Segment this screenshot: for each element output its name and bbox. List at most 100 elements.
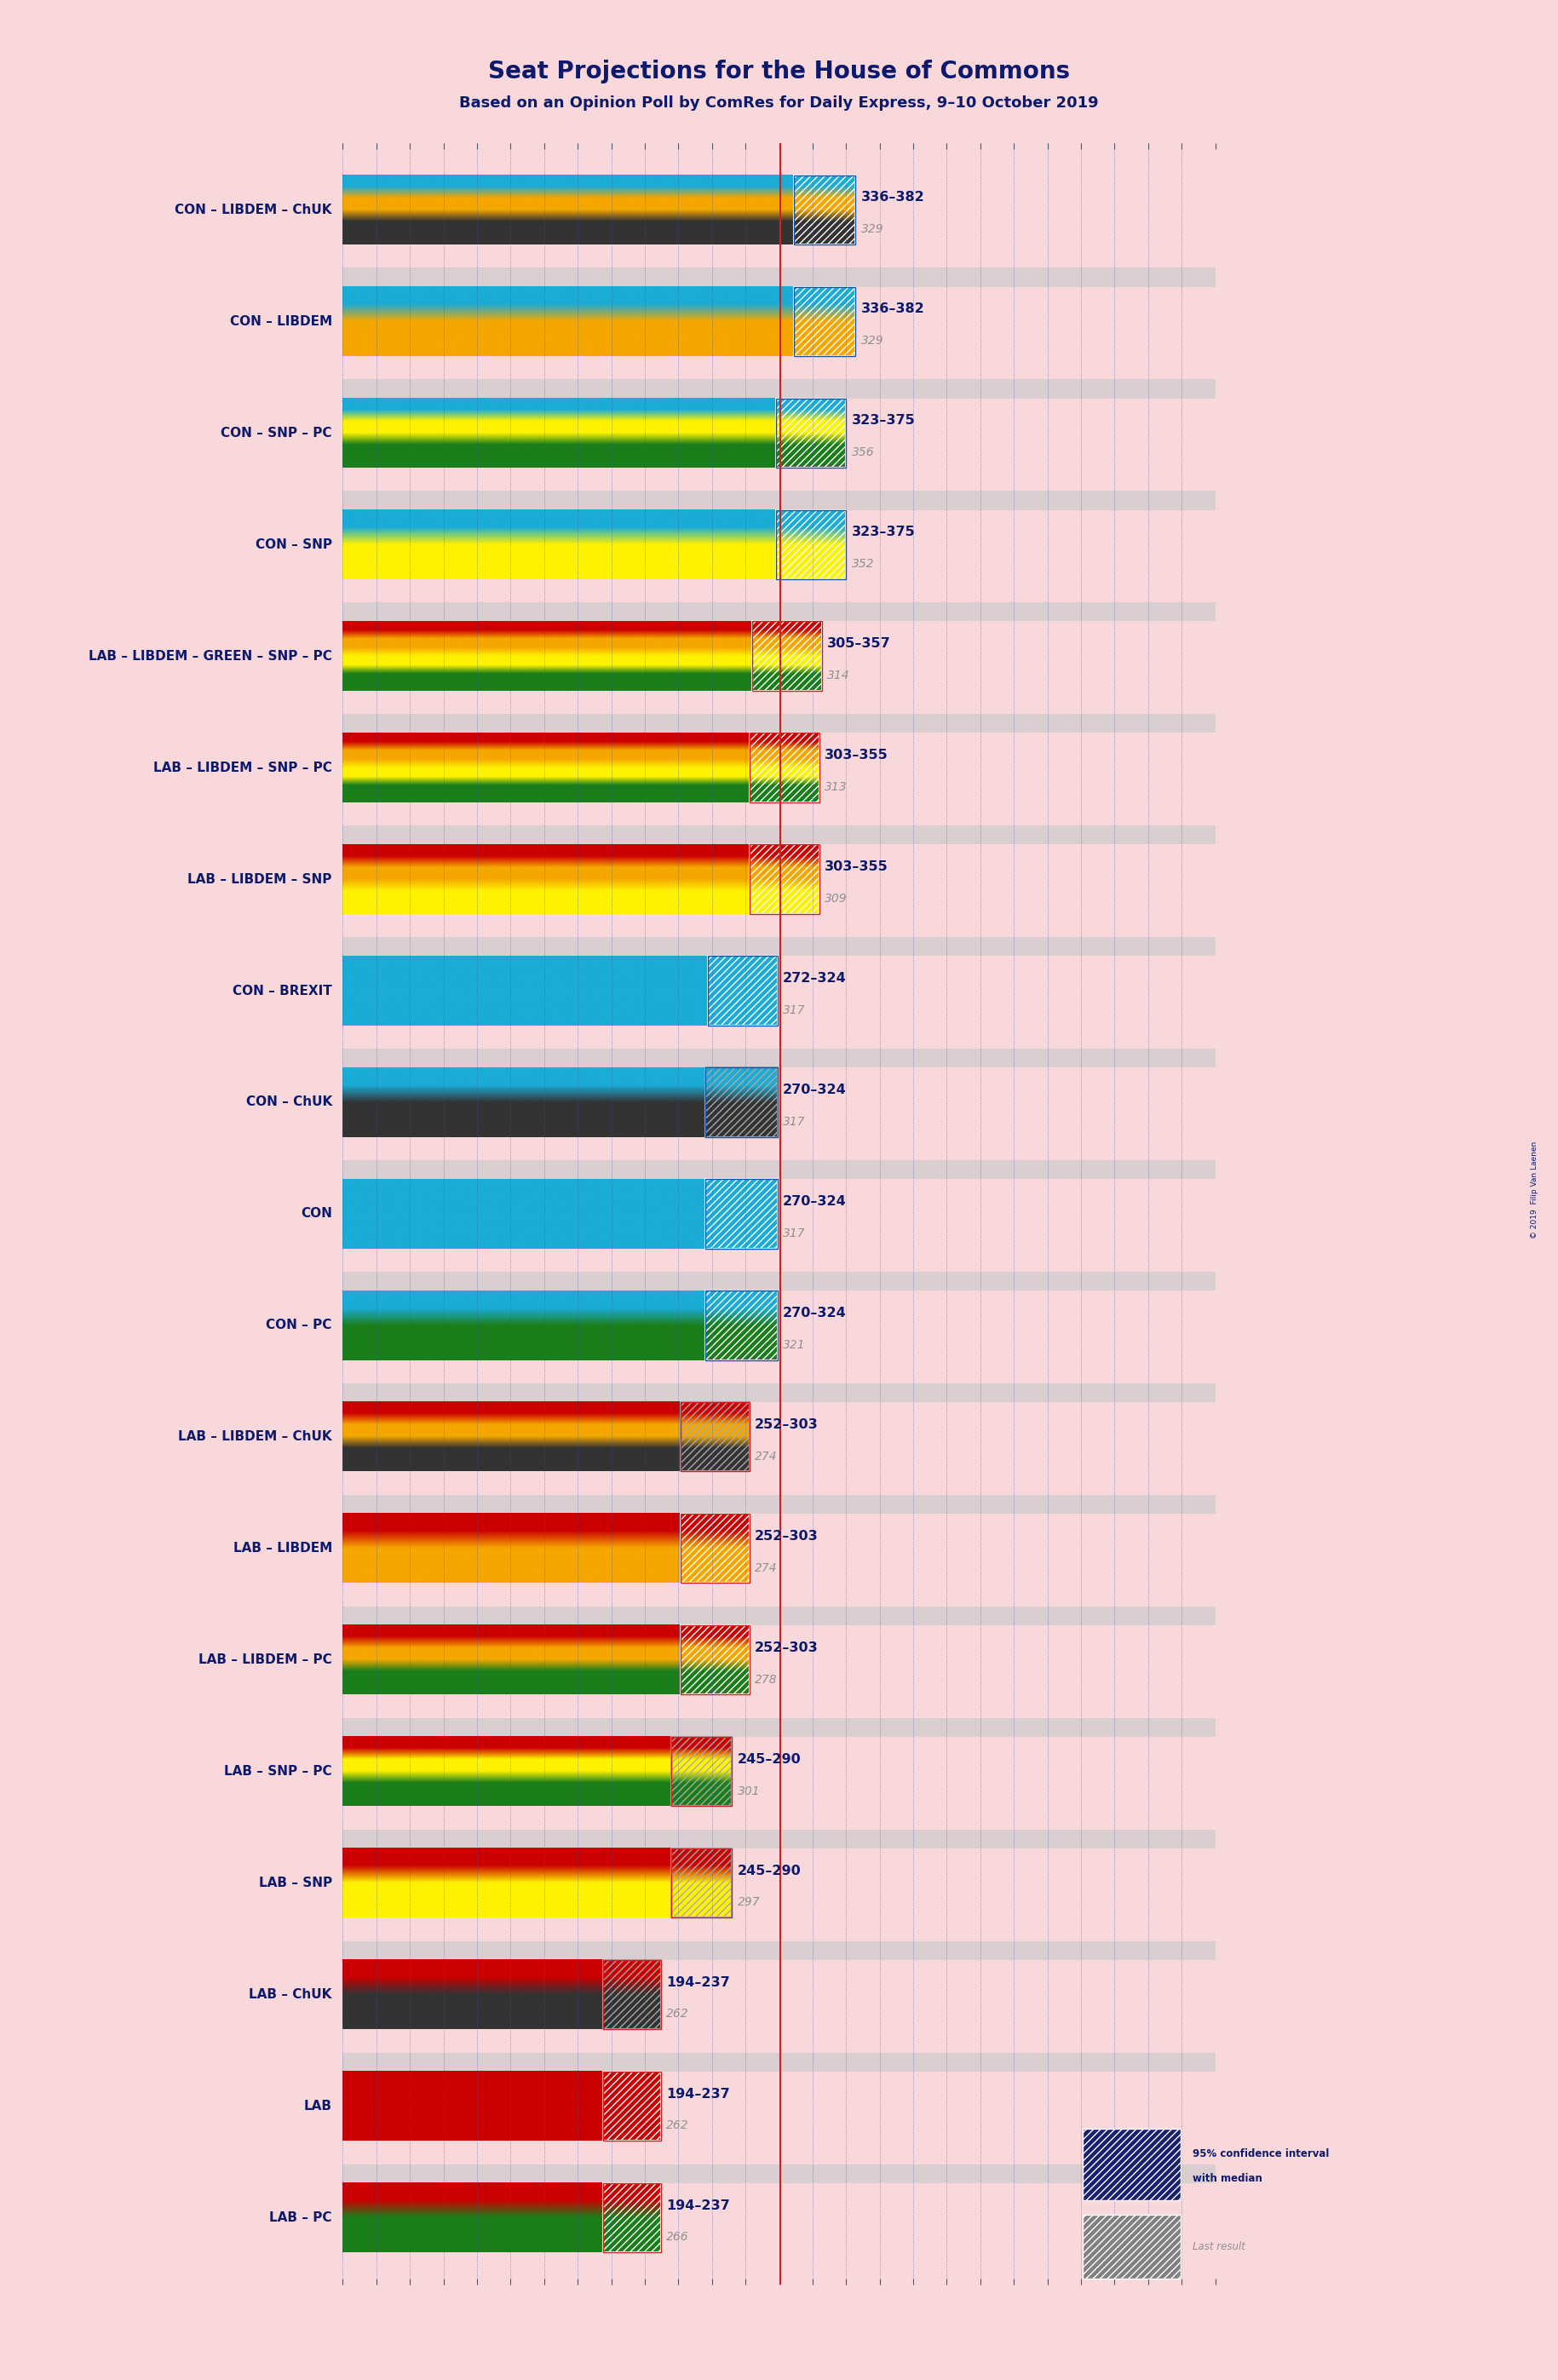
Text: CON – ChUK: CON – ChUK — [246, 1095, 332, 1109]
Text: 321: 321 — [784, 1340, 805, 1352]
Bar — [603, 2071, 661, 2142]
Text: 305–357: 305–357 — [827, 638, 891, 650]
Text: Based on an Opinion Poll by ComRes for Daily Express, 9–10 October 2019: Based on an Opinion Poll by ComRes for D… — [460, 95, 1098, 109]
Bar — [343, 2030, 1215, 2052]
Bar — [749, 733, 820, 802]
Bar — [343, 578, 1215, 621]
Bar — [753, 621, 823, 690]
Bar — [681, 1626, 749, 1695]
Bar — [776, 509, 846, 578]
Text: 336–382: 336–382 — [862, 302, 924, 314]
Bar — [603, 1961, 661, 2030]
Bar — [749, 845, 820, 914]
Bar — [706, 1290, 777, 1359]
Bar — [343, 1359, 1215, 1383]
Bar — [343, 1583, 1215, 1606]
Bar — [1083, 2213, 1181, 2280]
Text: 317: 317 — [784, 1116, 805, 1128]
Text: LAB – LIBDEM – GREEN – SNP – PC: LAB – LIBDEM – GREEN – SNP – PC — [89, 650, 332, 662]
Bar — [343, 1806, 1215, 1830]
Bar — [343, 1806, 1215, 1849]
Bar — [603, 1961, 661, 2030]
Bar — [681, 1402, 749, 1471]
Bar — [776, 397, 846, 466]
Text: Last result: Last result — [1192, 2242, 1245, 2251]
Bar — [1083, 2213, 1181, 2280]
Bar — [343, 1471, 1215, 1514]
Bar — [793, 286, 855, 357]
Text: 262: 262 — [667, 2009, 689, 2021]
Text: 274: 274 — [754, 1561, 777, 1573]
Text: 274: 274 — [754, 1449, 777, 1461]
Bar — [749, 845, 820, 914]
Text: 270–324: 270–324 — [784, 1307, 846, 1319]
Text: CON: CON — [301, 1207, 332, 1221]
Bar — [681, 1514, 749, 1583]
Text: 95% confidence interval: 95% confidence interval — [1192, 2149, 1329, 2159]
Bar — [776, 397, 846, 466]
Text: 317: 317 — [784, 1228, 805, 1240]
Text: 266: 266 — [667, 2232, 689, 2244]
Text: LAB – SNP – PC: LAB – SNP – PC — [224, 1766, 332, 1778]
Text: CON – BREXIT: CON – BREXIT — [232, 985, 332, 997]
Bar — [776, 509, 846, 578]
Bar — [343, 245, 1215, 286]
Text: LAB – LIBDEM – SNP – PC: LAB – LIBDEM – SNP – PC — [153, 762, 332, 774]
Text: 194–237: 194–237 — [667, 2087, 731, 2099]
Text: 194–237: 194–237 — [667, 2199, 731, 2211]
Bar — [707, 957, 777, 1026]
Text: 336–382: 336–382 — [862, 190, 924, 205]
Text: 313: 313 — [824, 781, 848, 793]
Bar — [1083, 2128, 1181, 2199]
Bar — [343, 1583, 1215, 1626]
Bar — [681, 1626, 749, 1695]
Text: CON – SNP – PC: CON – SNP – PC — [221, 426, 332, 440]
Bar — [671, 1737, 732, 1806]
Text: 317: 317 — [784, 1004, 805, 1016]
Text: CON – SNP: CON – SNP — [256, 538, 332, 550]
Text: 323–375: 323–375 — [852, 526, 915, 538]
Text: 262: 262 — [667, 2121, 689, 2132]
Bar — [343, 690, 1215, 733]
Bar — [343, 2030, 1215, 2071]
Bar — [671, 1849, 732, 1918]
Text: 309: 309 — [824, 892, 848, 904]
Text: CON – LIBDEM: CON – LIBDEM — [229, 314, 332, 328]
Bar — [343, 245, 1215, 267]
Bar — [793, 176, 855, 245]
Bar — [681, 1514, 749, 1583]
Text: 297: 297 — [737, 1897, 760, 1909]
Text: 270–324: 270–324 — [784, 1195, 846, 1207]
Bar — [343, 690, 1215, 714]
Bar — [343, 2142, 1215, 2163]
Bar — [343, 1250, 1215, 1290]
Bar — [343, 1026, 1215, 1069]
Text: LAB – LIBDEM – ChUK: LAB – LIBDEM – ChUK — [178, 1430, 332, 1442]
Bar — [343, 357, 1215, 378]
Bar — [343, 1918, 1215, 1961]
Text: 329: 329 — [862, 336, 883, 347]
Text: 194–237: 194–237 — [667, 1975, 731, 1990]
Text: 272–324: 272–324 — [784, 971, 846, 985]
Bar — [706, 1069, 777, 1138]
Bar — [343, 1471, 1215, 1495]
Text: CON – LIBDEM – ChUK: CON – LIBDEM – ChUK — [174, 202, 332, 217]
Bar — [603, 2182, 661, 2251]
Bar — [343, 1918, 1215, 1942]
Bar — [343, 802, 1215, 826]
Bar — [603, 2071, 661, 2142]
Bar — [706, 1178, 777, 1250]
Text: 252–303: 252–303 — [754, 1642, 818, 1654]
Text: 356: 356 — [852, 447, 874, 459]
Text: LAB – LIBDEM – SNP: LAB – LIBDEM – SNP — [189, 873, 332, 885]
Bar — [343, 578, 1215, 602]
Bar — [1083, 2128, 1181, 2199]
Text: 245–290: 245–290 — [737, 1752, 801, 1766]
Text: 352: 352 — [852, 557, 874, 569]
Bar — [343, 2142, 1215, 2182]
Bar — [343, 1138, 1215, 1159]
Text: LAB: LAB — [304, 2099, 332, 2113]
Bar — [343, 466, 1215, 490]
Text: LAB – LIBDEM – PC: LAB – LIBDEM – PC — [198, 1654, 332, 1666]
Bar — [343, 1026, 1215, 1050]
